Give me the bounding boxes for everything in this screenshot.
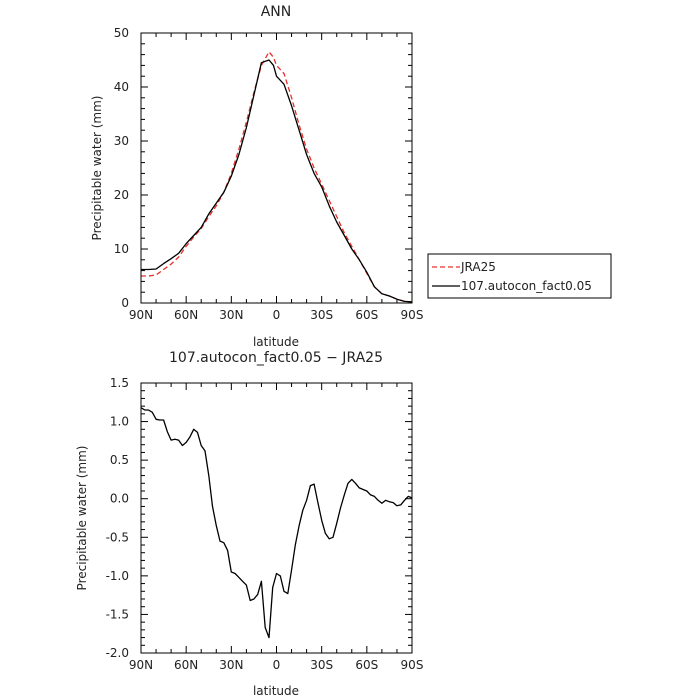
chart-bottom-ylabel: Precipitable water (mm) [75, 446, 89, 591]
chart-bottom-title: 107.autocon_fact0.05 − JRA25 [169, 350, 383, 366]
chart-bottom-xlabel: latitude [253, 684, 299, 698]
y-tick-label: 0.0 [110, 492, 129, 506]
x-tick-label: 60S [355, 658, 378, 672]
x-tick-label: 90N [129, 658, 153, 672]
chart-top-ylabel: Precipitable water (mm) [90, 96, 104, 241]
x-tick-label: 90N [129, 308, 153, 322]
x-tick-label: 30N [219, 308, 243, 322]
legend: JRA25 107.autocon_fact0.05 [427, 253, 612, 299]
chart-bottom-series [140, 407, 413, 639]
x-tick-label: 90S [401, 308, 424, 322]
y-tick-label: 0 [121, 296, 129, 310]
chart-top: ANN Precipitable water (mm) latitude 90N… [90, 4, 423, 349]
legend-box [427, 253, 612, 299]
y-tick-label: -1.0 [106, 569, 129, 583]
y-tick-label: 1.0 [110, 415, 129, 429]
chart-bottom-ticks: 90N 60N 30N 0 30S 60S 90S 1.5 1.0 0.5 0.0 -0.5 -1.0 -… [106, 376, 424, 672]
y-tick-label: 0.5 [110, 453, 129, 467]
x-tick-label: 30S [310, 308, 333, 322]
y-tick-label: 50 [114, 26, 129, 40]
y-tick-label: 20 [114, 188, 129, 202]
chart-bottom: 107.autocon_fact0.05 − JRA25 Precipitabl… [75, 350, 423, 698]
series-line-jra25 [141, 51, 413, 303]
y-tick-label: 1.5 [110, 376, 129, 390]
chart-top-series [141, 51, 413, 303]
legend-label-model: 107.autocon_fact0.05 [461, 279, 592, 293]
x-tick-label: 30S [310, 658, 333, 672]
x-tick-label: 60N [174, 658, 198, 672]
legend-label-jra25: JRA25 [460, 260, 496, 274]
chart-bottom-frame [140, 382, 413, 654]
chart-top-title: ANN [261, 4, 292, 20]
chart-top-frame [140, 32, 413, 304]
y-tick-label: 10 [114, 242, 129, 256]
x-tick-label: 30N [219, 658, 243, 672]
y-tick-label: -2.0 [106, 646, 129, 660]
chart-top-ticks: 90N 60N 30N 0 30S 60S 90S 0 10 20 30 40 50 [114, 26, 424, 322]
x-tick-label: 0 [273, 308, 281, 322]
chart-top-xlabel: latitude [253, 335, 299, 349]
y-tick-label: 40 [114, 80, 129, 94]
x-tick-label: 60S [355, 308, 378, 322]
y-tick-label: -0.5 [106, 530, 129, 544]
x-tick-label: 90S [401, 658, 424, 672]
series-line-107-autocon-fact0-05 [141, 59, 413, 303]
y-tick-label: 30 [114, 134, 129, 148]
y-tick-label: -1.5 [106, 607, 129, 621]
series-line-difference [140, 407, 413, 639]
x-tick-label: 60N [174, 308, 198, 322]
x-tick-label: 0 [273, 658, 281, 672]
